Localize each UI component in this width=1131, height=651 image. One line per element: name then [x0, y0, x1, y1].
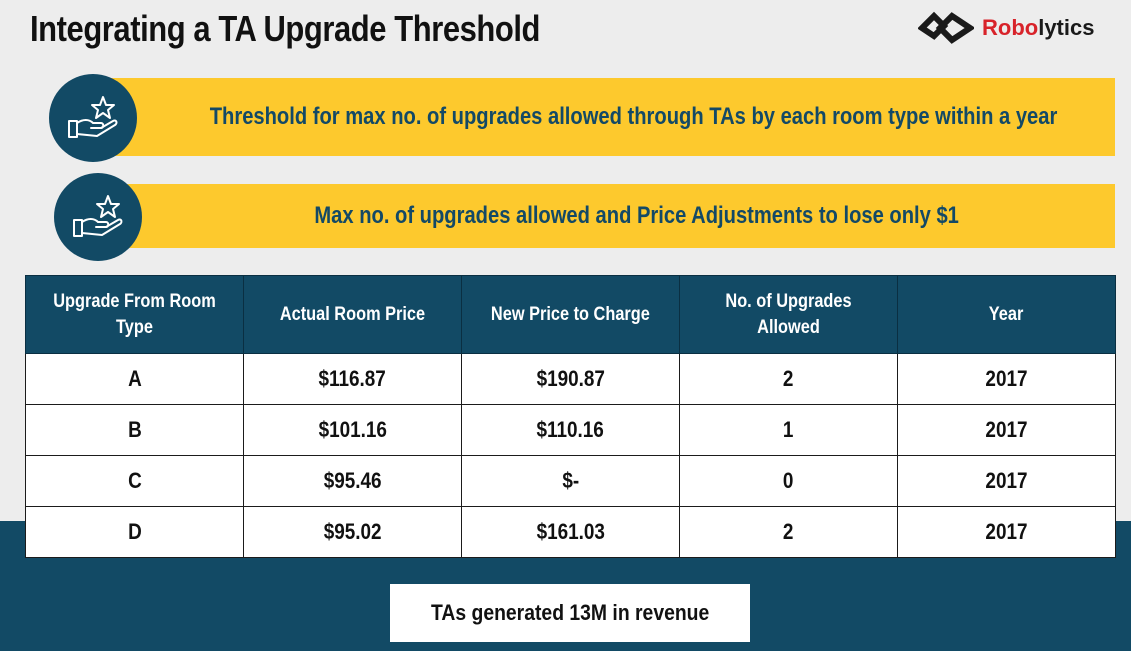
hand-star-icon — [68, 96, 118, 138]
table-cell: $190.87 — [461, 353, 680, 405]
column-header-actual-price: Actual Room Price — [243, 275, 462, 354]
table-cell: 2017 — [897, 404, 1116, 456]
table-cell: 0 — [679, 455, 898, 507]
table-cell: 2017 — [897, 353, 1116, 405]
column-header-year: Year — [897, 275, 1116, 354]
revenue-note: TAs generated 13M in revenue — [390, 584, 750, 642]
table-cell: $95.02 — [243, 506, 462, 558]
table-row: C $95.46 $- 0 2017 — [25, 455, 1116, 507]
table-cell: $101.16 — [243, 404, 462, 456]
threshold-banner: Threshold for max no. of upgrades allowe… — [92, 78, 1115, 156]
table-header-row: Upgrade From Room Type Actual Room Price… — [25, 275, 1116, 354]
logo-text: Robolytics — [982, 15, 1095, 40]
table-cell: $110.16 — [461, 404, 680, 456]
table-cell: 2 — [679, 353, 898, 405]
banner-badge — [54, 173, 142, 261]
table-cell: 1 — [679, 404, 898, 456]
table-cell: 2017 — [897, 506, 1116, 558]
robolytics-logo-icon — [918, 11, 974, 44]
revenue-note-text: TAs generated 13M in revenue — [430, 600, 710, 625]
column-header-room-type: Upgrade From Room Type — [25, 275, 244, 354]
price-adjustment-banner: Max no. of upgrades allowed and Price Ad… — [98, 184, 1115, 248]
hand-star-icon — [73, 195, 123, 237]
column-header-upgrades-allowed: No. of Upgrades Allowed — [679, 275, 898, 354]
logo: Robolytics — [918, 6, 1094, 50]
table-row: D $95.02 $161.03 2 2017 — [25, 506, 1116, 558]
threshold-banner-text: Threshold for max no. of upgrades allowe… — [209, 103, 1058, 130]
table-cell: 2 — [679, 506, 898, 558]
table-cell: B — [25, 404, 244, 456]
table-row: A $116.87 $190.87 2 2017 — [25, 353, 1116, 405]
table-cell: $116.87 — [243, 353, 462, 405]
table-cell: $95.46 — [243, 455, 462, 507]
table-cell: A — [25, 353, 244, 405]
table-cell: D — [25, 506, 244, 558]
upgrade-threshold-table: Upgrade From Room Type Actual Room Price… — [25, 275, 1116, 558]
table-cell: C — [25, 455, 244, 507]
page-title: Integrating a TA Upgrade Threshold — [30, 8, 541, 49]
column-header-new-price: New Price to Charge — [461, 275, 680, 354]
banner-badge — [49, 74, 137, 162]
table-cell: $161.03 — [461, 506, 680, 558]
table-row: B $101.16 $110.16 1 2017 — [25, 404, 1116, 456]
table-cell: $- — [461, 455, 680, 507]
table-cell: 2017 — [897, 455, 1116, 507]
price-adjustment-banner-text: Max no. of upgrades allowed and Price Ad… — [314, 202, 959, 229]
